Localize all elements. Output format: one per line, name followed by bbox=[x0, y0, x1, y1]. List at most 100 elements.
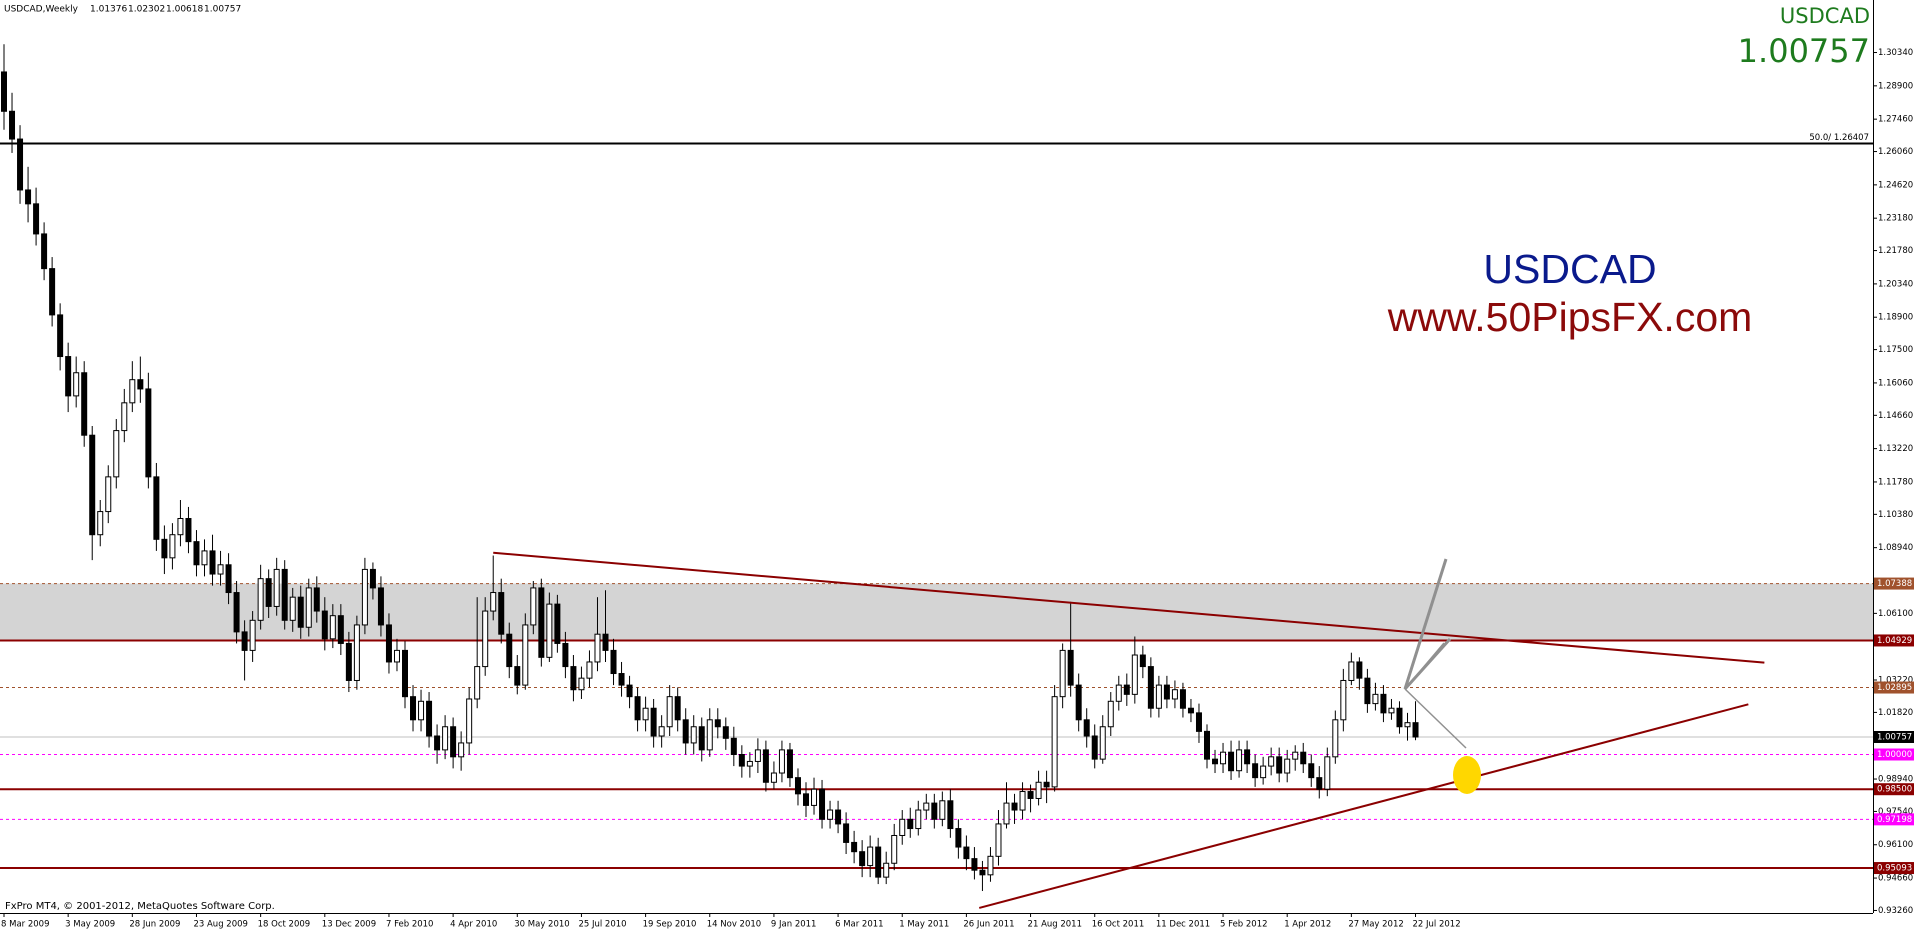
candle-body bbox=[129, 379, 136, 404]
header-high: 1.02302 bbox=[128, 5, 165, 15]
candle-body bbox=[241, 631, 248, 651]
candle-body bbox=[1380, 693, 1387, 714]
candle-body bbox=[1292, 751, 1299, 760]
candle-body bbox=[891, 834, 898, 864]
candle-body bbox=[1300, 751, 1307, 765]
candle-body bbox=[907, 818, 914, 830]
y-tick-label: 1.27460 bbox=[1878, 115, 1913, 125]
y-tick-label: 1.30340 bbox=[1878, 48, 1913, 58]
candle-body bbox=[137, 379, 144, 390]
candle-body bbox=[25, 189, 32, 205]
candle-body bbox=[105, 476, 112, 513]
header-symbol: USDCAD,Weekly bbox=[4, 5, 79, 15]
candle-body bbox=[794, 777, 801, 795]
candle-body bbox=[803, 793, 809, 806]
candle-body bbox=[177, 518, 184, 536]
candle-body bbox=[9, 110, 16, 140]
candle-body bbox=[634, 696, 641, 721]
candle-body bbox=[1268, 756, 1275, 767]
candle-body bbox=[1, 71, 7, 112]
y-tick-label: 1.06100 bbox=[1878, 609, 1913, 619]
candle-body bbox=[41, 233, 48, 270]
candle-body bbox=[923, 802, 930, 811]
x-tick-label: 28 Jun 2009 bbox=[129, 920, 180, 930]
candle-body bbox=[426, 700, 433, 737]
candle-body bbox=[722, 726, 729, 739]
candle-body bbox=[1204, 730, 1210, 760]
candle-body bbox=[1027, 791, 1034, 799]
y-tick-label: 1.14660 bbox=[1878, 411, 1913, 421]
candle-body bbox=[1260, 765, 1267, 779]
candle-body bbox=[305, 587, 312, 628]
x-tick-label: 19 Sep 2010 bbox=[643, 920, 697, 930]
level-label-box bbox=[1874, 577, 1914, 590]
candle-body bbox=[1163, 684, 1170, 700]
header-open: 1.01376 bbox=[90, 5, 127, 15]
candle-body bbox=[1332, 719, 1339, 758]
candle-body bbox=[1284, 758, 1291, 774]
axis-background bbox=[0, 914, 1914, 931]
candle-body bbox=[1187, 707, 1194, 714]
candle-body bbox=[474, 666, 481, 700]
candle-body bbox=[89, 434, 96, 536]
candle-body bbox=[321, 610, 328, 640]
candle-body bbox=[1139, 654, 1146, 668]
candle-body bbox=[1075, 684, 1082, 721]
y-tick-label: 1.28900 bbox=[1878, 81, 1913, 91]
candle-body bbox=[1147, 666, 1154, 709]
candle-body bbox=[899, 818, 906, 836]
candle-body bbox=[1348, 661, 1355, 681]
candle-body bbox=[738, 754, 745, 767]
x-tick-label: 1 Apr 2012 bbox=[1284, 920, 1331, 930]
y-tick-label: 1.11780 bbox=[1878, 477, 1913, 487]
candle-body bbox=[57, 314, 64, 358]
watermark-site: www.50PipsFX.com bbox=[1387, 294, 1753, 340]
candle-body bbox=[1340, 679, 1347, 721]
x-tick-label: 8 Mar 2009 bbox=[1, 920, 49, 930]
candle-body bbox=[337, 615, 344, 644]
y-tick-label: 1.23180 bbox=[1878, 214, 1913, 224]
candle-body bbox=[1115, 684, 1122, 702]
axis-background bbox=[1874, 0, 1914, 931]
candle-body bbox=[1244, 749, 1251, 765]
candle-body bbox=[1388, 707, 1395, 714]
candle-body bbox=[1067, 649, 1074, 686]
x-tick-label: 1 May 2011 bbox=[899, 920, 949, 930]
x-tick-label: 16 Oct 2011 bbox=[1092, 920, 1145, 930]
candle-body bbox=[706, 719, 713, 751]
candle-body bbox=[193, 541, 200, 566]
x-tick-label: 25 Jul 2010 bbox=[578, 920, 626, 930]
candle-body bbox=[778, 749, 785, 774]
x-tick-label: 4 Apr 2010 bbox=[450, 920, 497, 930]
candle-body bbox=[450, 726, 457, 758]
candle-body bbox=[1171, 689, 1178, 700]
level-label-box bbox=[1874, 783, 1914, 796]
level-label: 50.0/ 1.26407 bbox=[1809, 133, 1869, 143]
candle-body bbox=[1276, 756, 1283, 774]
candle-body bbox=[955, 828, 962, 848]
candle-body bbox=[1019, 791, 1026, 811]
candle-body bbox=[786, 749, 793, 779]
x-tick-label: 30 May 2010 bbox=[514, 920, 569, 930]
y-tick-label: 0.94660 bbox=[1878, 874, 1913, 884]
x-tick-label: 22 Jul 2012 bbox=[1413, 920, 1461, 930]
level-label-box bbox=[1874, 813, 1914, 826]
candle-body bbox=[843, 823, 850, 843]
candle-body bbox=[209, 550, 216, 575]
candle-body bbox=[1412, 722, 1419, 738]
x-tick-label: 11 Dec 2011 bbox=[1156, 920, 1210, 930]
candle-body bbox=[1155, 684, 1162, 709]
candle-body bbox=[714, 719, 721, 728]
y-tick-label: 1.10380 bbox=[1878, 510, 1913, 520]
x-tick-label: 9 Jan 2011 bbox=[771, 920, 817, 930]
candle-body bbox=[65, 356, 72, 397]
candle-body bbox=[73, 372, 80, 397]
trend-layer bbox=[493, 551, 1765, 909]
candle-body bbox=[1003, 802, 1010, 825]
candle-body bbox=[867, 846, 874, 867]
candle-body bbox=[329, 615, 336, 640]
candle-body bbox=[626, 684, 633, 698]
candle-body bbox=[1404, 722, 1411, 728]
candle-body bbox=[361, 568, 368, 626]
